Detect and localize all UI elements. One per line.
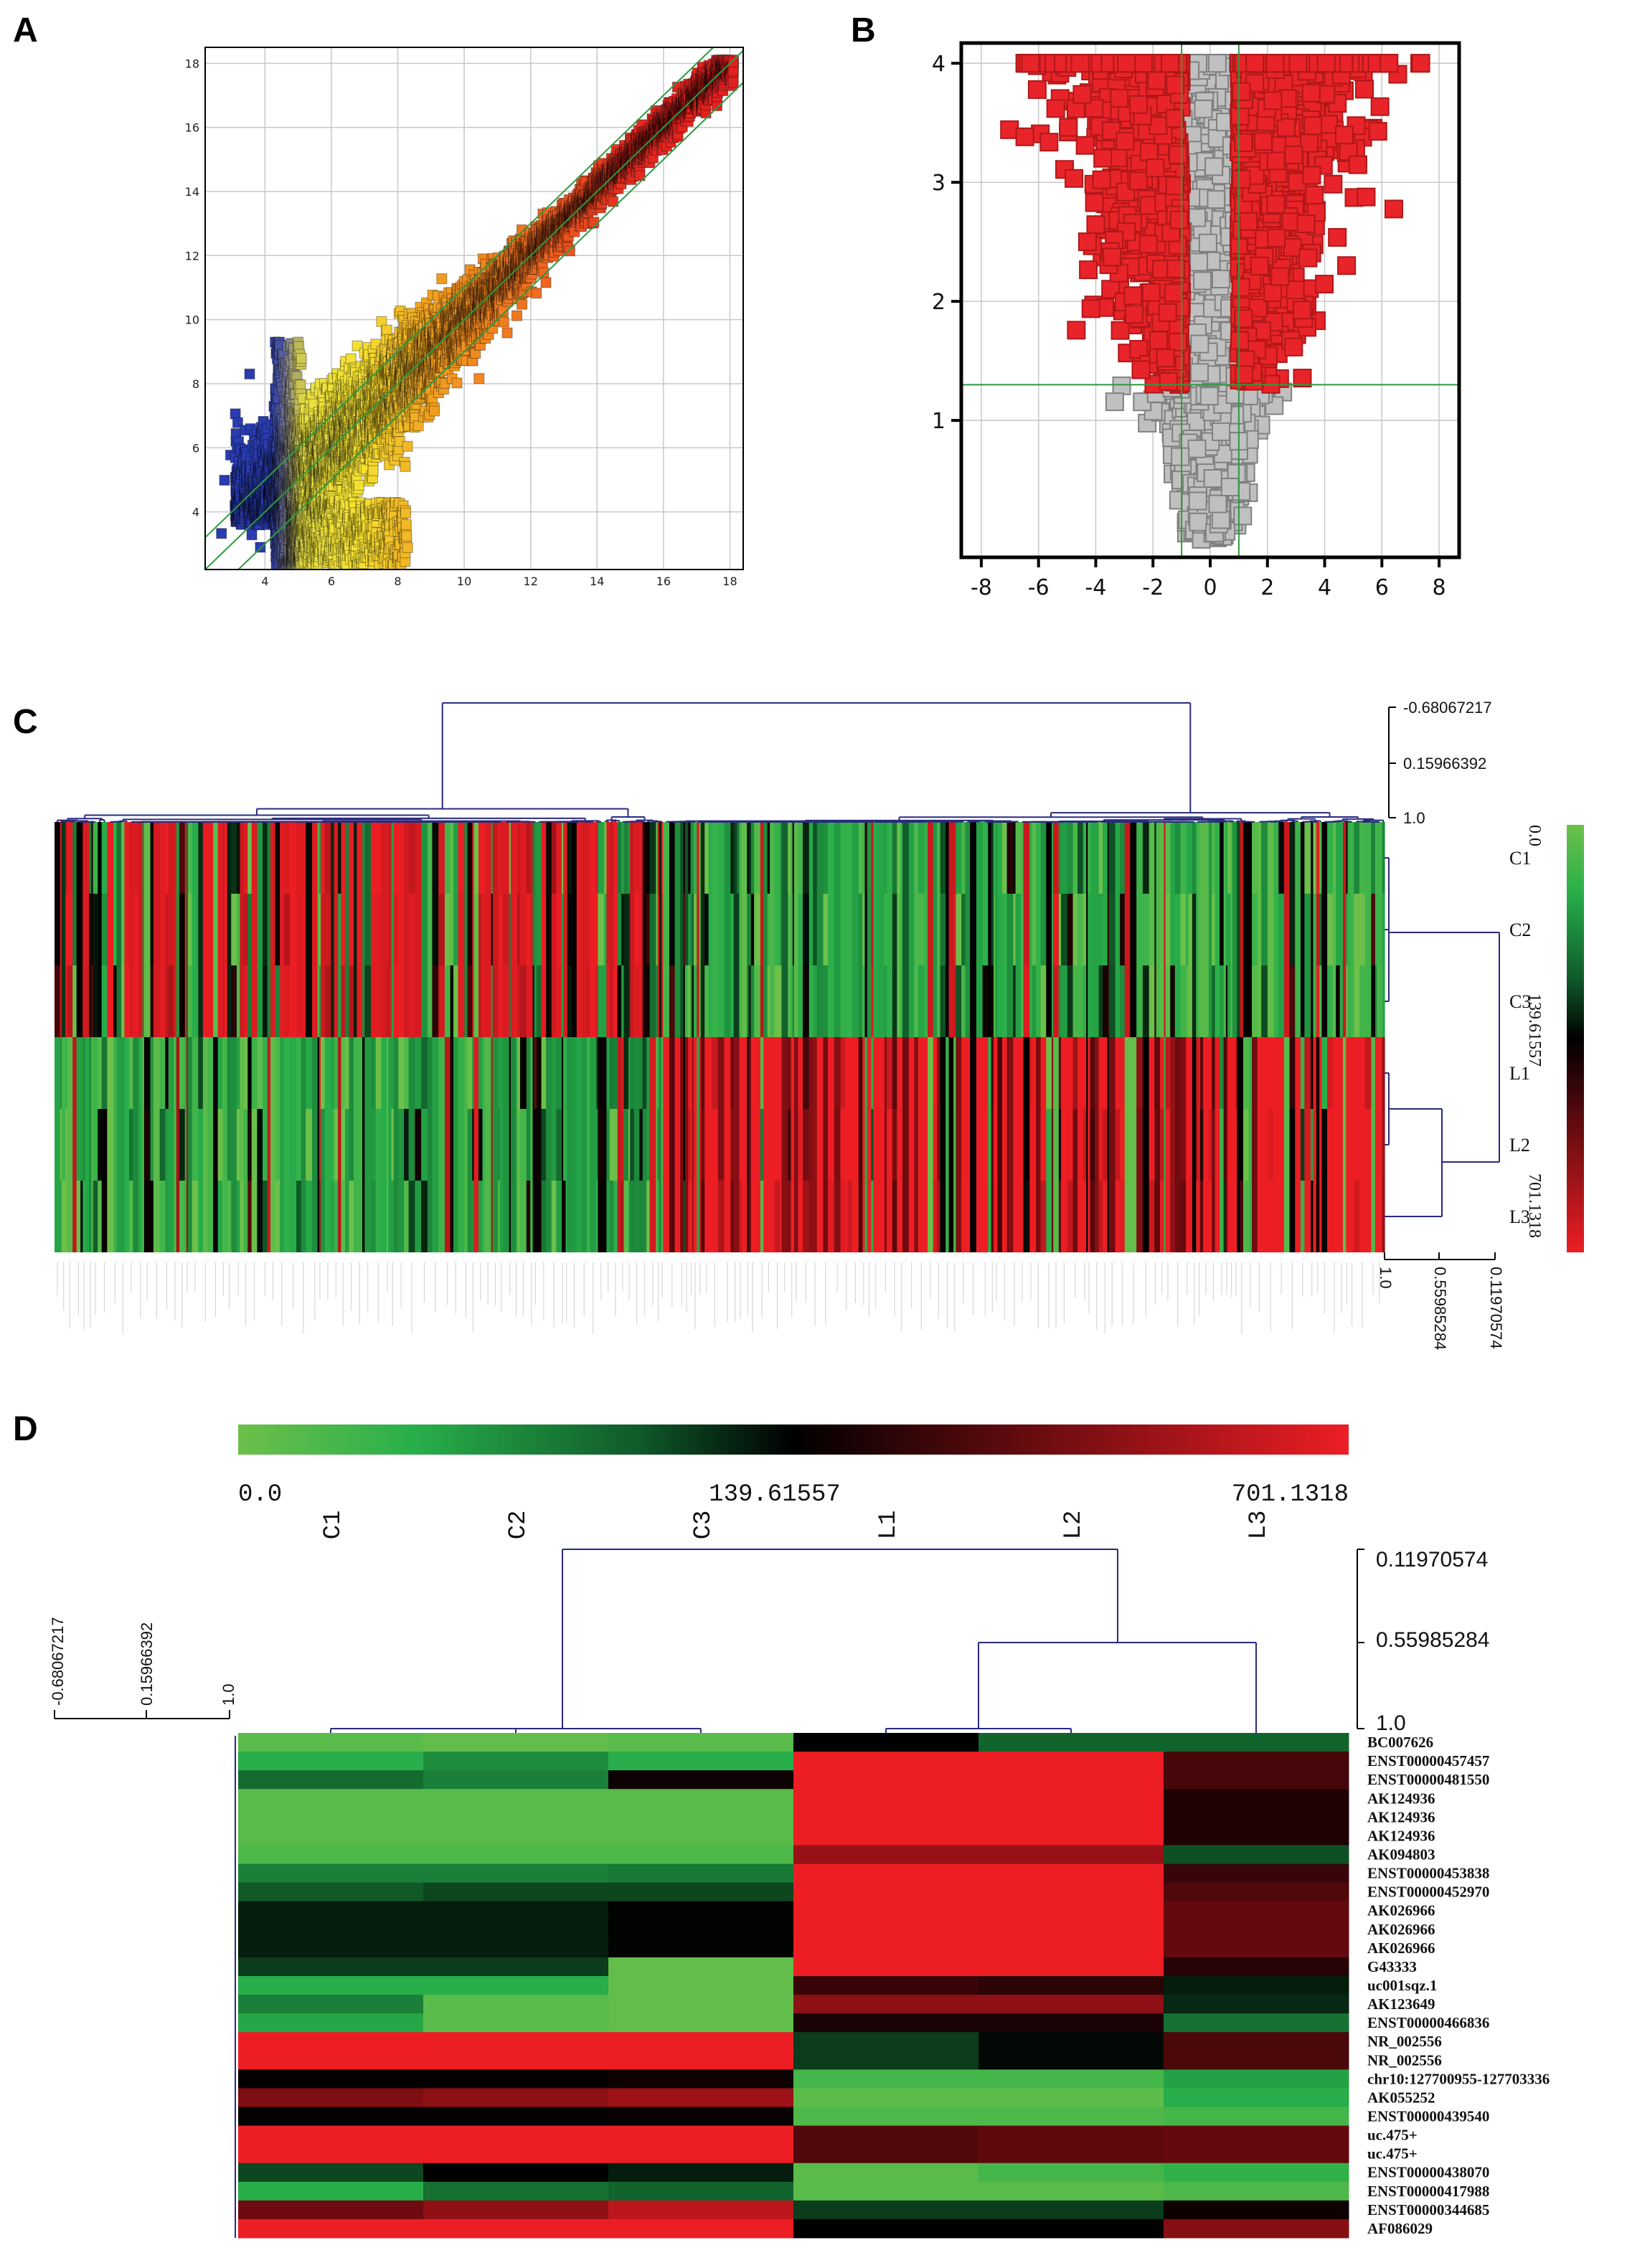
panel-label-c: C <box>13 703 38 741</box>
panel-a-scatter-plot: 4 6 8 10 12 14 16 18 4 6 8 10 12 14 16 18 <box>185 47 744 588</box>
a-x-tick-label: 10 <box>457 575 471 588</box>
a-data-point <box>412 420 424 432</box>
a-y-tick-label: 12 <box>185 249 199 263</box>
a-x-tick-label: 4 <box>261 575 268 588</box>
a-data-point <box>345 353 357 364</box>
a-data-point <box>400 519 412 530</box>
a-data-point <box>232 417 243 428</box>
a-data-point <box>216 528 227 539</box>
a-y-tick-label: 18 <box>185 57 199 70</box>
a-data-point <box>255 542 266 553</box>
a-x-tick-label: 6 <box>328 575 335 588</box>
a-data-point <box>367 465 379 476</box>
a-data-point <box>381 324 392 336</box>
a-data-point <box>428 405 440 417</box>
a-data-point <box>400 460 411 472</box>
a-x-tick-label: 14 <box>590 575 604 588</box>
a-y-tick-label: 6 <box>192 441 199 455</box>
a-x-tick-label: 16 <box>656 575 671 588</box>
a-data-point <box>295 379 306 391</box>
a-y-tick-label: 4 <box>192 506 199 519</box>
panel-label-d: D <box>13 1410 38 1448</box>
a-y-tick-label: 14 <box>185 185 199 199</box>
a-data-point <box>401 530 412 542</box>
a-data-point <box>451 377 463 389</box>
a-data-point <box>400 507 411 519</box>
panel-label-a: A <box>13 11 38 49</box>
a-y-tick-label: 10 <box>185 313 199 327</box>
a-points <box>216 55 739 570</box>
a-data-point <box>353 480 364 491</box>
a-data-point <box>244 368 255 379</box>
a-x-tick-label: 8 <box>394 575 401 588</box>
a-data-point <box>402 440 413 452</box>
a-data-point <box>296 353 307 364</box>
a-x-tick-label: 18 <box>722 575 737 588</box>
a-data-point <box>436 273 448 285</box>
a-data-point <box>246 529 258 541</box>
a-data-point <box>219 475 230 486</box>
a-data-point <box>402 542 413 553</box>
a-x-tick-label: 12 <box>524 575 538 588</box>
a-y-tick-label: 16 <box>185 121 199 135</box>
a-y-tick-label: 8 <box>192 377 199 391</box>
panel-label-b: B <box>851 11 876 49</box>
